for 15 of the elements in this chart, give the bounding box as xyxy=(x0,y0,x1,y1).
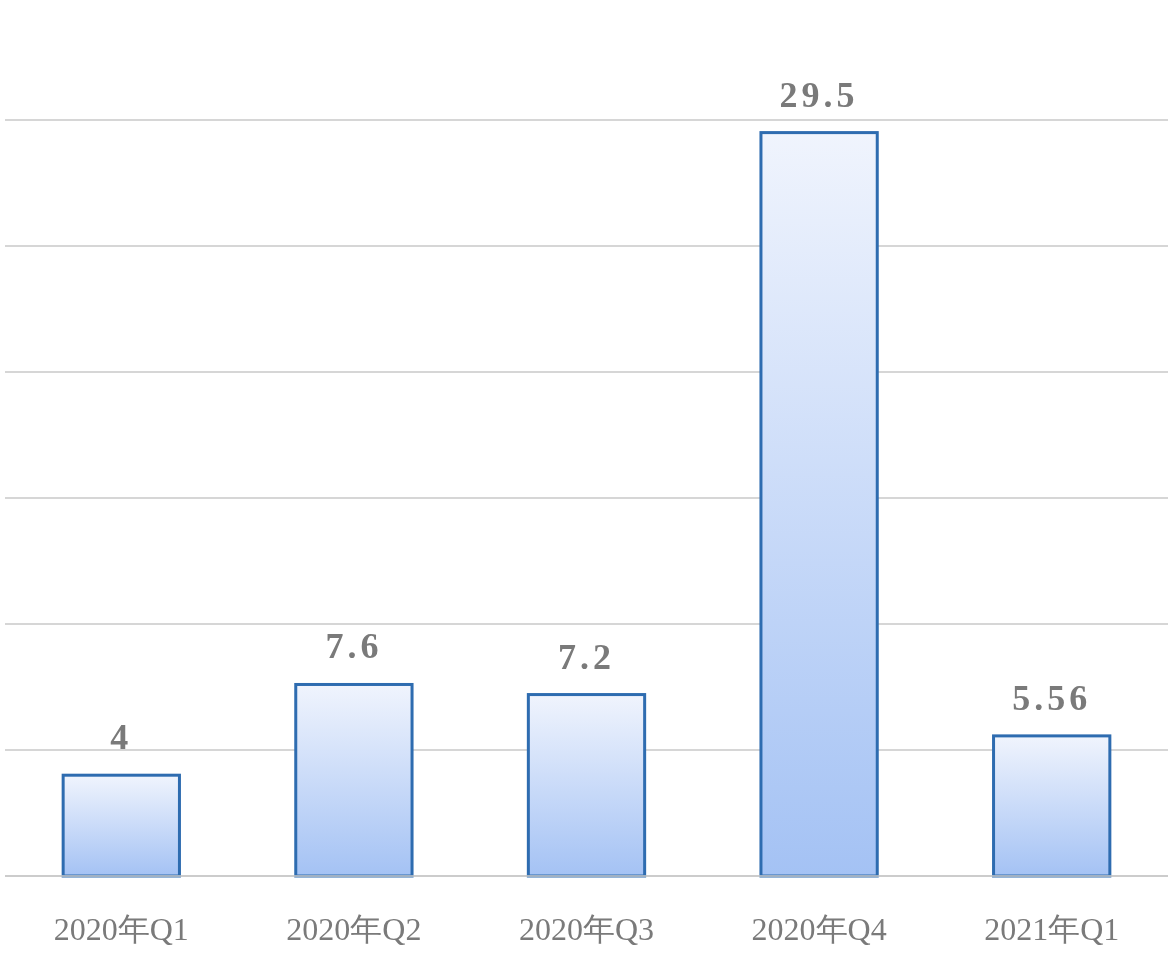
data-label: 29.5 xyxy=(779,74,859,115)
x-tick-label: 2020年Q2 xyxy=(286,911,422,947)
bar xyxy=(294,682,414,878)
x-tick-label: 2020年Q4 xyxy=(751,911,887,947)
bar xyxy=(61,773,181,878)
x-tick-label: 2021年Q1 xyxy=(984,911,1120,947)
bar xyxy=(759,131,879,878)
x-tick-label: 2020年Q3 xyxy=(518,911,655,947)
data-label: 5.56 xyxy=(1012,677,1092,718)
data-label: 4 xyxy=(110,717,133,758)
x-tick-label: 2020年Q1 xyxy=(53,911,189,947)
data-label: 7.6 xyxy=(325,626,383,667)
data-label: 7.2 xyxy=(558,636,615,677)
bar xyxy=(992,734,1112,878)
bar xyxy=(526,693,647,878)
